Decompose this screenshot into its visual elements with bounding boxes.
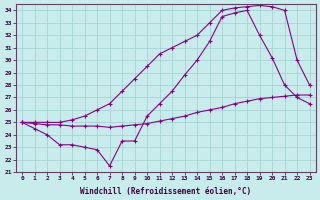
X-axis label: Windchill (Refroidissement éolien,°C): Windchill (Refroidissement éolien,°C)	[80, 187, 252, 196]
